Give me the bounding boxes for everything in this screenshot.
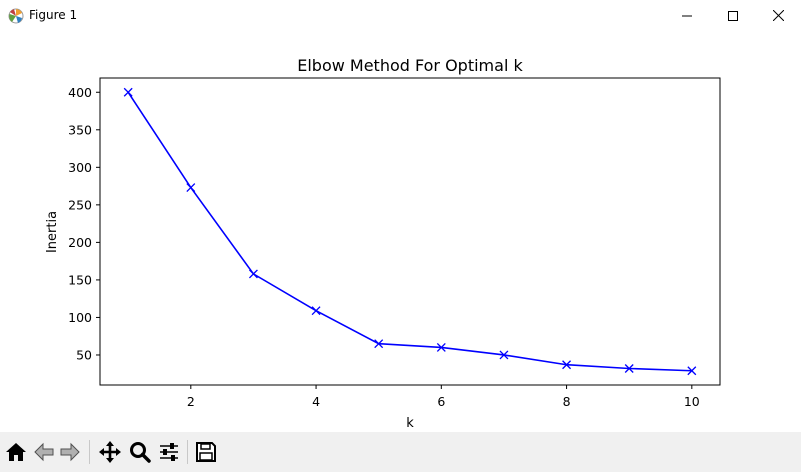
minimize-button[interactable] xyxy=(664,0,710,31)
y-tick-label: 200 xyxy=(68,235,92,250)
save-button[interactable] xyxy=(193,439,219,465)
arrow-right-icon xyxy=(60,442,80,462)
line-chart: Elbow Method For Optimal k 5010015020025… xyxy=(45,56,721,431)
window-title: Figure 1 xyxy=(29,8,78,22)
x-axis-label: k xyxy=(406,416,414,431)
close-icon xyxy=(772,10,784,21)
data-point-marker xyxy=(311,306,321,316)
data-point-marker xyxy=(186,183,196,193)
figure-canvas[interactable]: Elbow Method For Optimal k 50 100 150 200 25… xyxy=(0,31,801,432)
matplotlib-figure-icon xyxy=(7,7,25,25)
y-tick-label: 300 xyxy=(68,160,92,175)
x-tick-label: 10 xyxy=(684,394,700,409)
y-axis-label: Inertia xyxy=(45,211,60,253)
plot-area xyxy=(99,77,721,386)
y-tick-label: 350 xyxy=(68,122,92,137)
data-point-marker xyxy=(436,343,446,352)
chart-title: Elbow Method For Optimal k xyxy=(297,56,523,75)
data-point-marker xyxy=(624,364,634,373)
x-tick-label: 8 xyxy=(563,394,571,409)
minimize-icon xyxy=(682,15,692,16)
series-line xyxy=(127,91,692,372)
move-icon xyxy=(99,441,121,463)
forward-button[interactable] xyxy=(57,439,83,465)
close-button[interactable] xyxy=(755,0,801,31)
toolbar-separator xyxy=(89,440,90,464)
maximize-button[interactable] xyxy=(710,0,756,31)
x-tick-label: 4 xyxy=(312,394,320,409)
data-point-marker xyxy=(687,366,697,376)
series-group xyxy=(123,87,697,376)
window-titlebar: Figure 1 xyxy=(0,0,801,31)
data-point-marker xyxy=(248,269,258,279)
data-point-marker xyxy=(374,339,384,349)
data-point-marker xyxy=(123,87,133,97)
x-axis: 2 4 6 8 10 xyxy=(187,385,700,409)
y-tick-label: 50 xyxy=(76,347,92,362)
x-tick-label: 2 xyxy=(187,394,195,409)
zoom-button[interactable] xyxy=(127,439,153,465)
toolbar-separator xyxy=(187,440,188,464)
maximize-icon xyxy=(728,10,738,21)
y-tick-label: 100 xyxy=(68,310,92,325)
back-button[interactable] xyxy=(31,439,57,465)
home-icon xyxy=(6,443,26,461)
data-point-marker xyxy=(562,360,572,370)
sliders-icon xyxy=(160,443,178,461)
magnifier-icon xyxy=(130,442,151,463)
navigation-toolbar xyxy=(0,432,801,472)
y-tick-label: 150 xyxy=(68,272,92,287)
pan-button[interactable] xyxy=(97,439,123,465)
data-point-marker xyxy=(499,350,509,360)
y-tick-label: 250 xyxy=(68,197,92,212)
y-tick-label: 400 xyxy=(68,85,92,100)
arrow-left-icon xyxy=(34,442,54,462)
configure-subplots-button[interactable] xyxy=(156,439,182,465)
x-tick-label: 6 xyxy=(437,394,445,409)
y-axis: 50 100 150 200 250 300 350 400 xyxy=(68,85,100,362)
floppy-disk-icon xyxy=(196,442,216,462)
home-button[interactable] xyxy=(3,439,29,465)
